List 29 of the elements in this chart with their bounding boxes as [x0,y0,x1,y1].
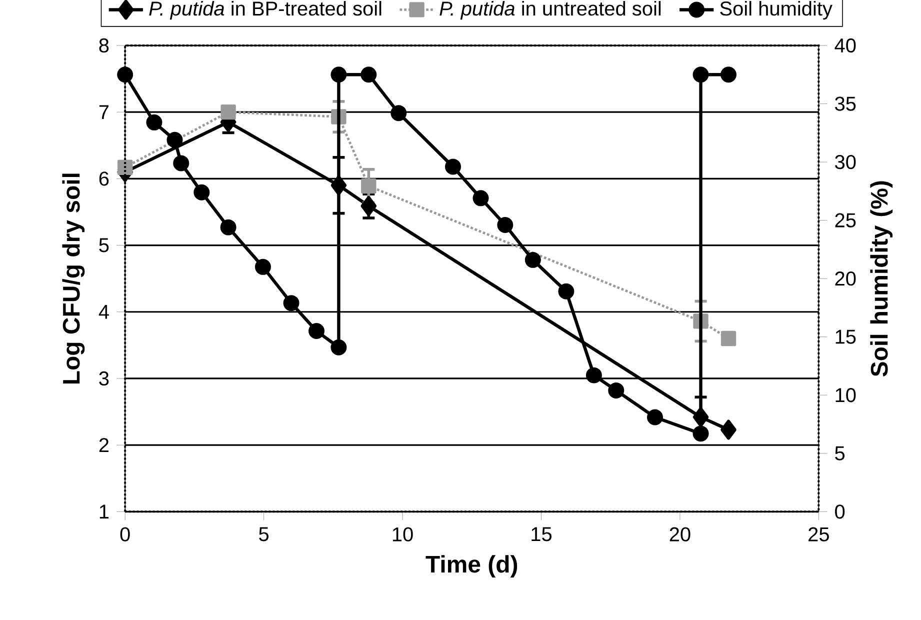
legend-label: Soil humidity [720,1,832,20]
y-tick-label: 3 [99,372,109,386]
y-tick-label: 5 [99,238,109,252]
x-tick-label: 0 [120,527,130,542]
x-axis-title: Time (d) [426,555,518,578]
y2-tick-label: 25 [835,213,856,228]
y-tick-label: 6 [99,172,109,186]
y-axis-title: Log CFU/g dry soil [62,174,85,384]
x-tick-label: 5 [259,527,269,542]
y2-tick-label: 35 [835,96,856,111]
y2-tick-label: 40 [834,38,856,53]
y2-tick-label: 10 [836,388,856,402]
y2-tick-label: 0 [835,504,845,519]
y-tick-label: 2 [99,438,108,452]
y-tick-label: 1 [100,504,109,519]
y-tick-label: 8 [99,38,109,53]
y2-tick-label: 20 [835,272,856,286]
y2-axis-title: Soil humidity (%) [870,181,893,377]
x-tick-label: 25 [808,527,829,542]
y-tick-label: 7 [99,105,108,120]
y2-tick-label: 5 [835,446,845,461]
x-tick-label: 10 [392,527,413,542]
x-tick-label: 20 [670,527,690,542]
y2-tick-label: 30 [835,155,856,170]
legend-label: P. putida in untreated soil [440,1,661,20]
y-tick-label: 4 [98,305,109,319]
y2-tick-label: 15 [836,330,856,344]
legend-label: P. putida in BP-treated soil [149,1,382,20]
x-tick-label: 15 [532,527,552,542]
